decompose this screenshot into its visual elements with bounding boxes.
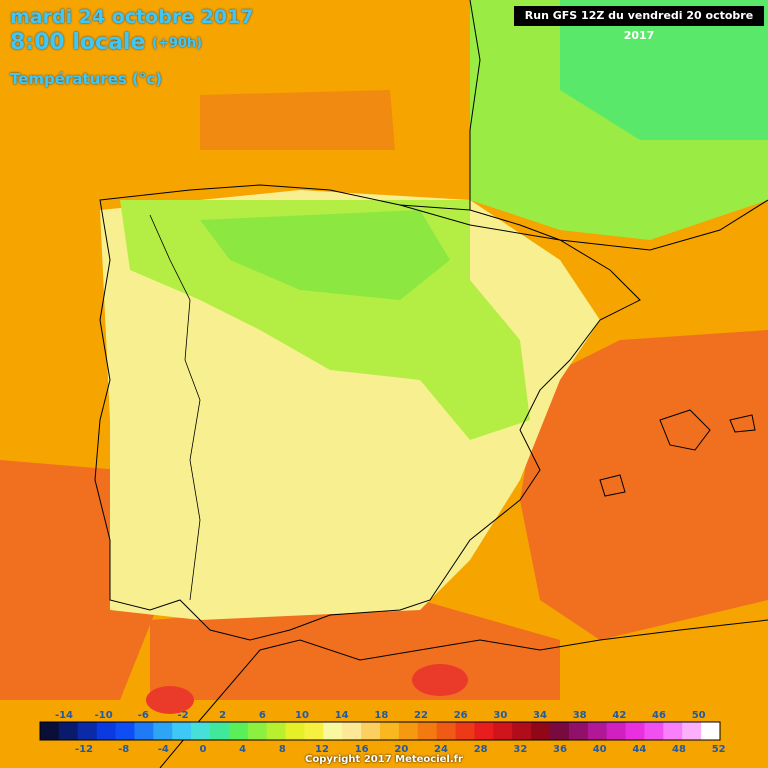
- legend-swatch: [398, 722, 419, 740]
- legend-swatch: [682, 722, 702, 740]
- mallorca-outline: [659, 409, 711, 451]
- color-legend: -14 -10 -6 -2 2 6 10 14 18 22 26 30 34 38 42 46 50 -12 -8-…: [0, 700, 768, 768]
- legend-top-label: 2: [219, 710, 226, 721]
- legend-bottom-label: 12: [315, 744, 329, 755]
- legend-swatch: [342, 722, 362, 740]
- legend-swatch: [172, 722, 192, 740]
- legend-bottom-label: 24: [434, 744, 448, 755]
- legend-top-label: 50: [692, 710, 706, 721]
- legend-swatch: [587, 722, 608, 740]
- legend-bottom-label: 36: [553, 744, 567, 755]
- africa-coastline: [159, 619, 768, 768]
- legend-top-label: 22: [414, 710, 428, 721]
- legend-top-label: 10: [295, 710, 309, 721]
- bay-zone: [200, 90, 395, 150]
- legend-top-label: -2: [177, 710, 188, 721]
- france-coastline: [469, 0, 481, 210]
- legend-swatch: [58, 722, 79, 740]
- legend-swatch: [644, 722, 664, 740]
- legend-swatch: [96, 722, 117, 740]
- legend-swatch: [304, 722, 324, 740]
- legend-frame: [39, 721, 721, 741]
- legend-swatch: [285, 722, 305, 740]
- hot-spot: [146, 686, 194, 714]
- legend-swatch: [40, 722, 60, 740]
- legend-top-label: 30: [493, 710, 507, 721]
- legend-top-label: 18: [374, 710, 388, 721]
- legend-bottom-label: 44: [632, 744, 646, 755]
- legend-swatch: [361, 722, 381, 740]
- legend-bottom-label: -12: [75, 744, 93, 755]
- legend-swatch: [455, 722, 475, 740]
- legend-swatch: [191, 722, 211, 740]
- legend-top-label: -14: [55, 710, 73, 721]
- portugal-border: [149, 214, 201, 601]
- hot-spot: [412, 664, 468, 696]
- legend-swatch: [380, 722, 400, 740]
- legend-swatch: [474, 722, 494, 740]
- north-cold-zone: [560, 0, 768, 140]
- legend-swatch: [701, 722, 721, 740]
- legend-swatch: [550, 722, 570, 740]
- copyright-text: Copyright 2017 Meteociel.fr: [305, 754, 463, 765]
- legend-swatch: [436, 722, 457, 740]
- legend-swatch: [663, 722, 683, 740]
- map-time-title: 8:00 locale: [10, 30, 146, 55]
- legend-top-label: 42: [612, 710, 626, 721]
- legend-bottom-label: -8: [118, 744, 129, 755]
- legend-swatch: [625, 722, 645, 740]
- legend-swatch: [210, 722, 230, 740]
- legend-top-label: 38: [573, 710, 587, 721]
- legend-swatch: [531, 722, 551, 740]
- legend-bottom-label: 4: [239, 744, 246, 755]
- pyrenees-border: [399, 199, 768, 251]
- legend-top-label: 14: [335, 710, 349, 721]
- legend-swatch: [134, 722, 154, 740]
- interior-cool-zone: [200, 210, 450, 300]
- legend-swatch: [115, 722, 135, 740]
- menorca-outline: [729, 414, 756, 433]
- legend-bottom-label: 0: [200, 744, 207, 755]
- legend-bottom-label: -4: [158, 744, 169, 755]
- legend-bottom-label: 28: [474, 744, 488, 755]
- legend-top-label: 34: [533, 710, 547, 721]
- ibiza-outline: [599, 474, 626, 497]
- run-info-box: Run GFS 12Z du vendredi 20 octobre 2017: [514, 6, 764, 42]
- legend-bottom-label: 52: [712, 744, 726, 755]
- legend-bottom-label: 8: [279, 744, 286, 755]
- legend-top-label: 26: [454, 710, 468, 721]
- legend-swatch: [153, 722, 173, 740]
- iberia-coastline: [94, 184, 641, 641]
- legend-swatch: [247, 722, 268, 740]
- legend-swatch: [493, 722, 513, 740]
- legend-bottom-label: 40: [593, 744, 607, 755]
- legend-bottom-label: 32: [513, 744, 527, 755]
- legend-bottom-label: 48: [672, 744, 686, 755]
- legend-top-label: 46: [652, 710, 666, 721]
- legend-swatch: [228, 722, 249, 740]
- map-date-title: mardi 24 octobre 2017: [10, 6, 254, 28]
- warm-sea-zone: [520, 330, 768, 640]
- legend-canvas: -14 -10 -6 -2 2 6 10 14 18 22 26 30 34 38 42 46 50-12 -8-…: [39, 710, 726, 755]
- legend-swatch: [417, 722, 438, 740]
- legend-top-label: 6: [259, 710, 266, 721]
- legend-top-label: -6: [138, 710, 149, 721]
- legend-bottom-label: 16: [355, 744, 369, 755]
- legend-top-label: -10: [95, 710, 113, 721]
- legend-swatch: [606, 722, 627, 740]
- parameter-title: Températures (°c): [10, 70, 163, 88]
- legend-swatch: [266, 722, 287, 740]
- legend-swatch: [568, 722, 589, 740]
- legend-bottom-label: 20: [394, 744, 408, 755]
- legend-swatch: [323, 722, 343, 740]
- forecast-offset: (+90h): [152, 36, 203, 51]
- legend-swatch: [77, 722, 98, 740]
- legend-swatch: [512, 722, 532, 740]
